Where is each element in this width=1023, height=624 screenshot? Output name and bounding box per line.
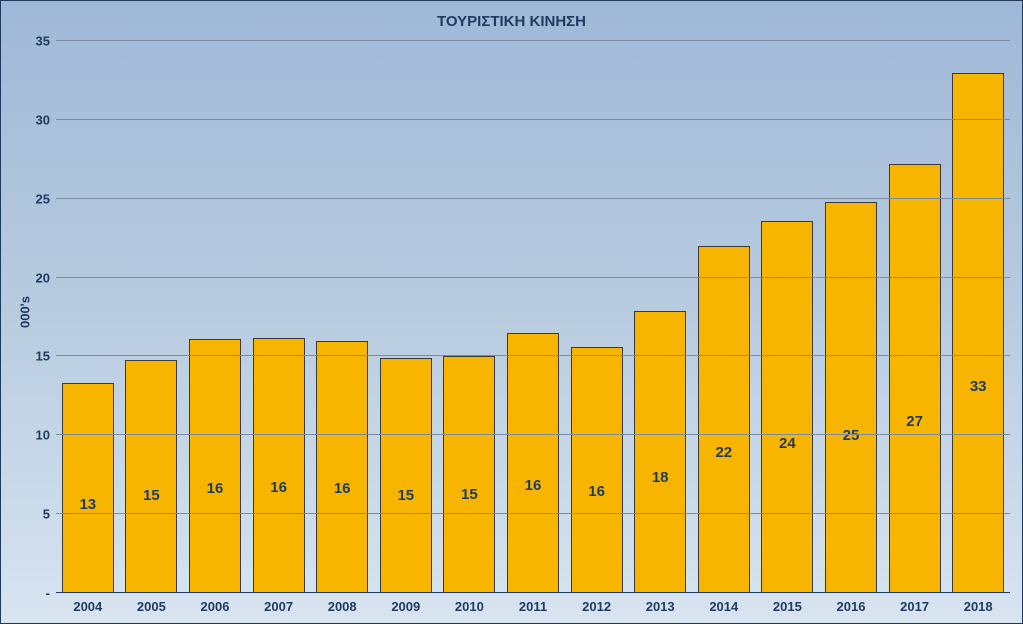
grid-line xyxy=(56,513,1010,514)
grid-line xyxy=(56,198,1010,199)
bar-value-label: 16 xyxy=(588,483,605,500)
bar xyxy=(62,383,114,593)
bar-slot: 222014 xyxy=(692,41,756,593)
x-tick-label: 2010 xyxy=(455,599,484,614)
bar-slot: 162012 xyxy=(565,41,629,593)
x-tick-label: 2018 xyxy=(964,599,993,614)
bar-value-label: 22 xyxy=(715,444,732,461)
bar xyxy=(571,347,623,593)
bar-value-label: 15 xyxy=(461,486,478,503)
x-tick-label: 2004 xyxy=(73,599,102,614)
bar xyxy=(443,356,495,593)
bar-slot: 272017 xyxy=(883,41,947,593)
y-tick-label: 30 xyxy=(36,112,50,127)
bar xyxy=(698,246,750,593)
x-tick-label: 2006 xyxy=(201,599,230,614)
y-tick-label: 25 xyxy=(36,191,50,206)
bar-value-label: 16 xyxy=(270,479,287,496)
bar-slot: 162007 xyxy=(247,41,311,593)
bar-value-label: 13 xyxy=(79,496,96,513)
grid-line xyxy=(56,277,1010,278)
bar-value-label: 16 xyxy=(525,477,542,494)
bar-value-label: 25 xyxy=(843,427,860,444)
y-tick-label: 5 xyxy=(43,507,50,522)
bar xyxy=(825,202,877,593)
bar xyxy=(189,339,241,593)
y-tick-label: 35 xyxy=(36,34,50,49)
bar xyxy=(125,360,177,593)
grid-line xyxy=(56,119,1010,120)
x-tick-label: 2013 xyxy=(646,599,675,614)
bar-slot: 152009 xyxy=(374,41,438,593)
plot-area: 1320041520051620061620071620081520091520… xyxy=(56,41,1010,593)
chart-title: ΤΟΥΡΙΣΤΙΚΗ ΚΙΝΗΣΗ xyxy=(1,13,1022,30)
bar xyxy=(634,311,686,593)
bar-slot: 152005 xyxy=(120,41,184,593)
bar-slot: 242015 xyxy=(756,41,820,593)
x-tick-label: 2015 xyxy=(773,599,802,614)
grid-line xyxy=(56,40,1010,41)
bar-value-label: 24 xyxy=(779,435,796,452)
bar xyxy=(316,341,368,593)
bar-value-label: 16 xyxy=(207,480,224,497)
grid-line xyxy=(56,434,1010,435)
x-tick-label: 2011 xyxy=(519,599,547,614)
bar xyxy=(507,333,559,593)
bar-slot: 332018 xyxy=(946,41,1010,593)
y-tick-label: 20 xyxy=(36,270,50,285)
grid-line xyxy=(56,355,1010,356)
bars-row: 1320041520051620061620071620081520091520… xyxy=(56,41,1010,593)
bar-value-label: 15 xyxy=(143,487,160,504)
x-tick-label: 2014 xyxy=(709,599,738,614)
x-tick-label: 2017 xyxy=(900,599,929,614)
y-tick-label: 15 xyxy=(36,349,50,364)
bar-value-label: 18 xyxy=(652,469,669,486)
bar-slot: 162008 xyxy=(310,41,374,593)
x-tick-label: 2016 xyxy=(837,599,866,614)
bar-slot: 252016 xyxy=(819,41,883,593)
x-tick-label: 2009 xyxy=(391,599,420,614)
bar xyxy=(380,358,432,593)
bar xyxy=(952,73,1004,593)
bar-value-label: 33 xyxy=(970,378,987,395)
y-axis-label: 000's xyxy=(18,296,33,328)
y-tick-label: - xyxy=(46,586,50,601)
bar-slot: 162006 xyxy=(183,41,247,593)
bar-value-label: 16 xyxy=(334,480,351,497)
x-axis-baseline xyxy=(56,592,1010,593)
y-tick-label: 10 xyxy=(36,428,50,443)
bar-value-label: 27 xyxy=(906,413,923,430)
bar-slot: 132004 xyxy=(56,41,120,593)
bar-slot: 182013 xyxy=(628,41,692,593)
bar xyxy=(889,164,941,593)
bar xyxy=(253,338,305,593)
bar-value-label: 15 xyxy=(397,487,414,504)
x-tick-label: 2007 xyxy=(264,599,293,614)
x-tick-label: 2008 xyxy=(328,599,357,614)
bar-slot: 162011 xyxy=(501,41,565,593)
x-tick-label: 2005 xyxy=(137,599,166,614)
chart-container: ΤΟΥΡΙΣΤΙΚΗ ΚΙΝΗΣΗ 000's 1320041520051620… xyxy=(0,0,1023,624)
x-tick-label: 2012 xyxy=(582,599,611,614)
bar-slot: 152010 xyxy=(438,41,502,593)
